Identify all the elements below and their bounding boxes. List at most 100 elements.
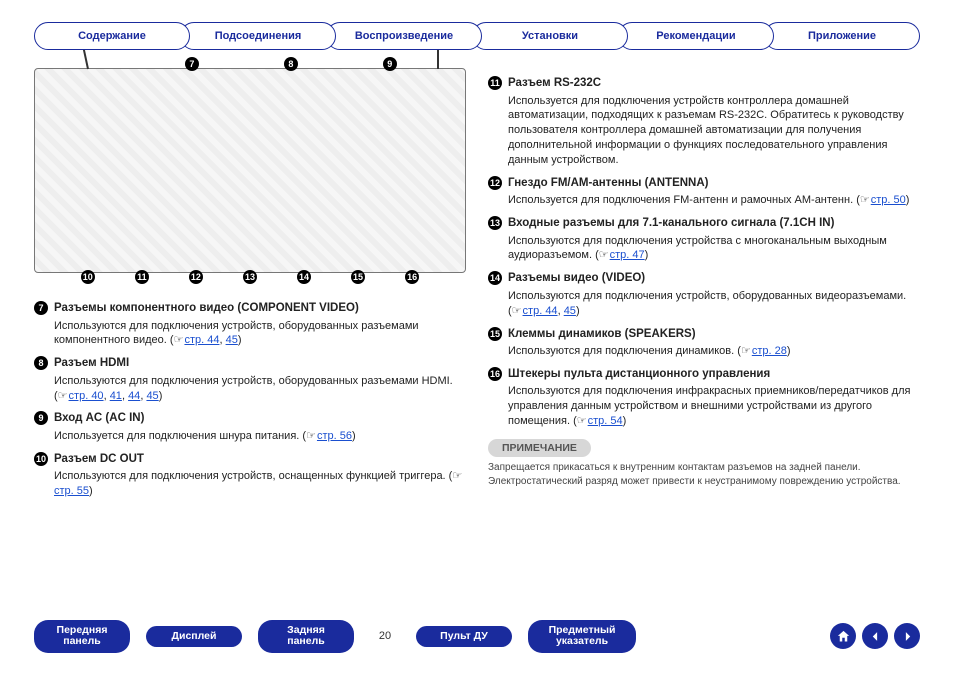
hand-icon: ☞ <box>512 305 522 317</box>
item-number-16: 16 <box>488 367 502 381</box>
note-text: Запрещается прикасаться к внутренним кон… <box>488 461 920 488</box>
item-number-13: 13 <box>488 216 502 230</box>
diagram-callouts-bottom: 10111213141516 <box>61 270 439 284</box>
item-title-text: Входные разъемы для 7.1-канального сигна… <box>508 216 834 232</box>
item-number-12: 12 <box>488 176 502 190</box>
page-link[interactable]: 45 <box>226 334 238 346</box>
item-title-text: Вход AC (AC IN) <box>54 411 144 427</box>
item-title-10: 10Разъем DC OUT <box>34 452 466 468</box>
page-link[interactable]: 45 <box>564 305 576 317</box>
item-15: 15 Клеммы динамиков (SPEAKERS)Используютс… <box>488 327 920 359</box>
item-7: 7 Разъемы компонентного видео (COMPONENT … <box>34 301 466 348</box>
left-column: 789 10111213141516 7 Разъемы компонентног… <box>34 68 466 503</box>
item-9: 9Вход AC (AC IN)Используется для подключ… <box>34 411 466 443</box>
page-number: 20 <box>370 630 400 642</box>
item-title-13: 13 Входные разъемы для 7.1-канального сиг… <box>488 216 920 232</box>
page-link[interactable]: 44 <box>128 390 140 402</box>
item-11: 11Разъем RS-232CИспользуется для подключ… <box>488 76 920 168</box>
top-tab-4[interactable]: Рекомендации <box>618 22 774 50</box>
page-link[interactable]: стр. 40 <box>69 390 104 402</box>
item-body-13: Используются для подключения устройства … <box>508 234 920 264</box>
callout-top-8: 8 <box>284 57 298 71</box>
top-nav: СодержаниеПодсоединенияВоспроизведениеУс… <box>34 22 920 50</box>
callout-bottom-13: 13 <box>243 270 257 284</box>
callout-bottom-11: 11 <box>135 270 149 284</box>
page-link[interactable]: стр. 54 <box>588 415 623 427</box>
bottom-btn-front-panel[interactable]: Передняяпанель <box>34 620 130 653</box>
hand-icon: ☞ <box>599 249 609 261</box>
item-body-12: Используется для подключения FM-антенн и… <box>508 193 920 208</box>
bottom-nav: Передняяпанель Дисплей Задняяпанель 20 П… <box>34 620 920 653</box>
hand-icon: ☞ <box>58 390 68 402</box>
item-title-text: Разъемы видео (VIDEO) <box>508 271 645 287</box>
rear-panel-diagram: 789 10111213141516 <box>34 68 466 273</box>
item-title-11: 11 Разъем RS-232C <box>488 76 920 92</box>
callout-bottom-14: 14 <box>297 270 311 284</box>
item-title-7: 7 Разъемы компонентного видео (COMPONENT … <box>34 301 466 317</box>
item-body-8: Используются для подключения устройств, … <box>54 374 466 404</box>
bottom-btn-remote[interactable]: Пульт ДУ <box>416 626 512 648</box>
hand-icon: ☞ <box>452 470 462 482</box>
item-title-text: Разъем HDMI <box>54 356 129 372</box>
hand-icon: ☞ <box>577 415 587 427</box>
item-14: 14 Разъемы видео (VIDEO) Используются для … <box>488 271 920 318</box>
hand-icon: ☞ <box>174 334 184 346</box>
item-title-9: 9 Вход AC (AC IN) <box>34 411 466 427</box>
hand-icon: ☞ <box>741 345 751 357</box>
item-number-11: 11 <box>488 76 502 90</box>
top-tab-3[interactable]: Установки <box>472 22 628 50</box>
top-tab-2[interactable]: Воспроизведение <box>326 22 482 50</box>
page-link[interactable]: стр. 47 <box>610 249 645 261</box>
next-icon[interactable] <box>894 623 920 649</box>
item-title-text: Разъем RS-232C <box>508 76 601 92</box>
diagram-callouts-top: 789 <box>143 57 440 71</box>
page-link[interactable]: стр. 44 <box>523 305 558 317</box>
item-body-10: Используются для подключения устройств, … <box>54 469 466 499</box>
item-number-8: 8 <box>34 356 48 370</box>
item-title-12: 12 Гнездо FM/AM-антенны (ANTENNA) <box>488 176 920 192</box>
page-link[interactable]: 45 <box>146 390 158 402</box>
page-link[interactable]: стр. 44 <box>184 334 219 346</box>
item-body-14: Используются для подключения устройств, … <box>508 289 920 319</box>
right-column: 11 Разъем RS-232C Используется для подключ… <box>488 68 920 503</box>
home-icon[interactable] <box>830 623 856 649</box>
hand-icon: ☞ <box>860 194 870 206</box>
item-title-text: Разъем DC OUT <box>54 452 144 468</box>
item-16: 16 Штекеры пульта дистанционного управлен… <box>488 367 920 429</box>
bottom-btn-index[interactable]: Предметныйуказатель <box>528 620 636 653</box>
item-number-15: 15 <box>488 327 502 341</box>
item-title-text: Штекеры пульта дистанционного управления <box>508 367 770 383</box>
top-tab-5[interactable]: Приложение <box>764 22 920 50</box>
item-body-16: Используются для подключения инфракрасны… <box>508 384 920 429</box>
prev-icon[interactable] <box>862 623 888 649</box>
bottom-btn-display[interactable]: Дисплей <box>146 626 242 648</box>
page-link[interactable]: стр. 55 <box>54 485 89 497</box>
top-tab-1[interactable]: Подсоединения <box>180 22 336 50</box>
item-number-7: 7 <box>34 301 48 315</box>
item-title-15: 15 Клеммы динамиков (SPEAKERS) <box>488 327 920 343</box>
item-number-9: 9 <box>34 411 48 425</box>
item-title-14: 14 Разъемы видео (VIDEO) <box>488 271 920 287</box>
page-link[interactable]: стр. 50 <box>871 194 906 206</box>
item-title-text: Клеммы динамиков (SPEAKERS) <box>508 327 696 343</box>
page-link[interactable]: стр. 28 <box>752 345 787 357</box>
item-body-7: Используются для подключения устройств, … <box>54 319 466 349</box>
item-title-16: 16 Штекеры пульта дистанционного управлен… <box>488 367 920 383</box>
page-link[interactable]: стр. 56 <box>317 430 352 442</box>
item-number-14: 14 <box>488 271 502 285</box>
callout-bottom-15: 15 <box>351 270 365 284</box>
bottom-btn-rear-panel[interactable]: Задняяпанель <box>258 620 354 653</box>
left-items: 7 Разъемы компонентного видео (COMPONENT … <box>34 301 466 499</box>
callout-bottom-16: 16 <box>405 270 419 284</box>
item-body-15: Используются для подключения динамиков. … <box>508 344 920 359</box>
item-title-text: Гнездо FM/AM-антенны (ANTENNA) <box>508 176 708 192</box>
note-label: ПРИМЕЧАНИЕ <box>488 439 591 457</box>
callout-bottom-10: 10 <box>81 270 95 284</box>
item-8: 8 Разъем HDMI Используются для подключения… <box>34 356 466 403</box>
item-13: 13 Входные разъемы для 7.1-канального сиг… <box>488 216 920 263</box>
item-title-text: Разъемы компонентного видео (COMPONENT V… <box>54 301 359 317</box>
page-link[interactable]: 41 <box>110 390 122 402</box>
callout-top-7: 7 <box>185 57 199 71</box>
item-title-8: 8 Разъем HDMI <box>34 356 466 372</box>
top-tab-0[interactable]: Содержание <box>34 22 190 50</box>
